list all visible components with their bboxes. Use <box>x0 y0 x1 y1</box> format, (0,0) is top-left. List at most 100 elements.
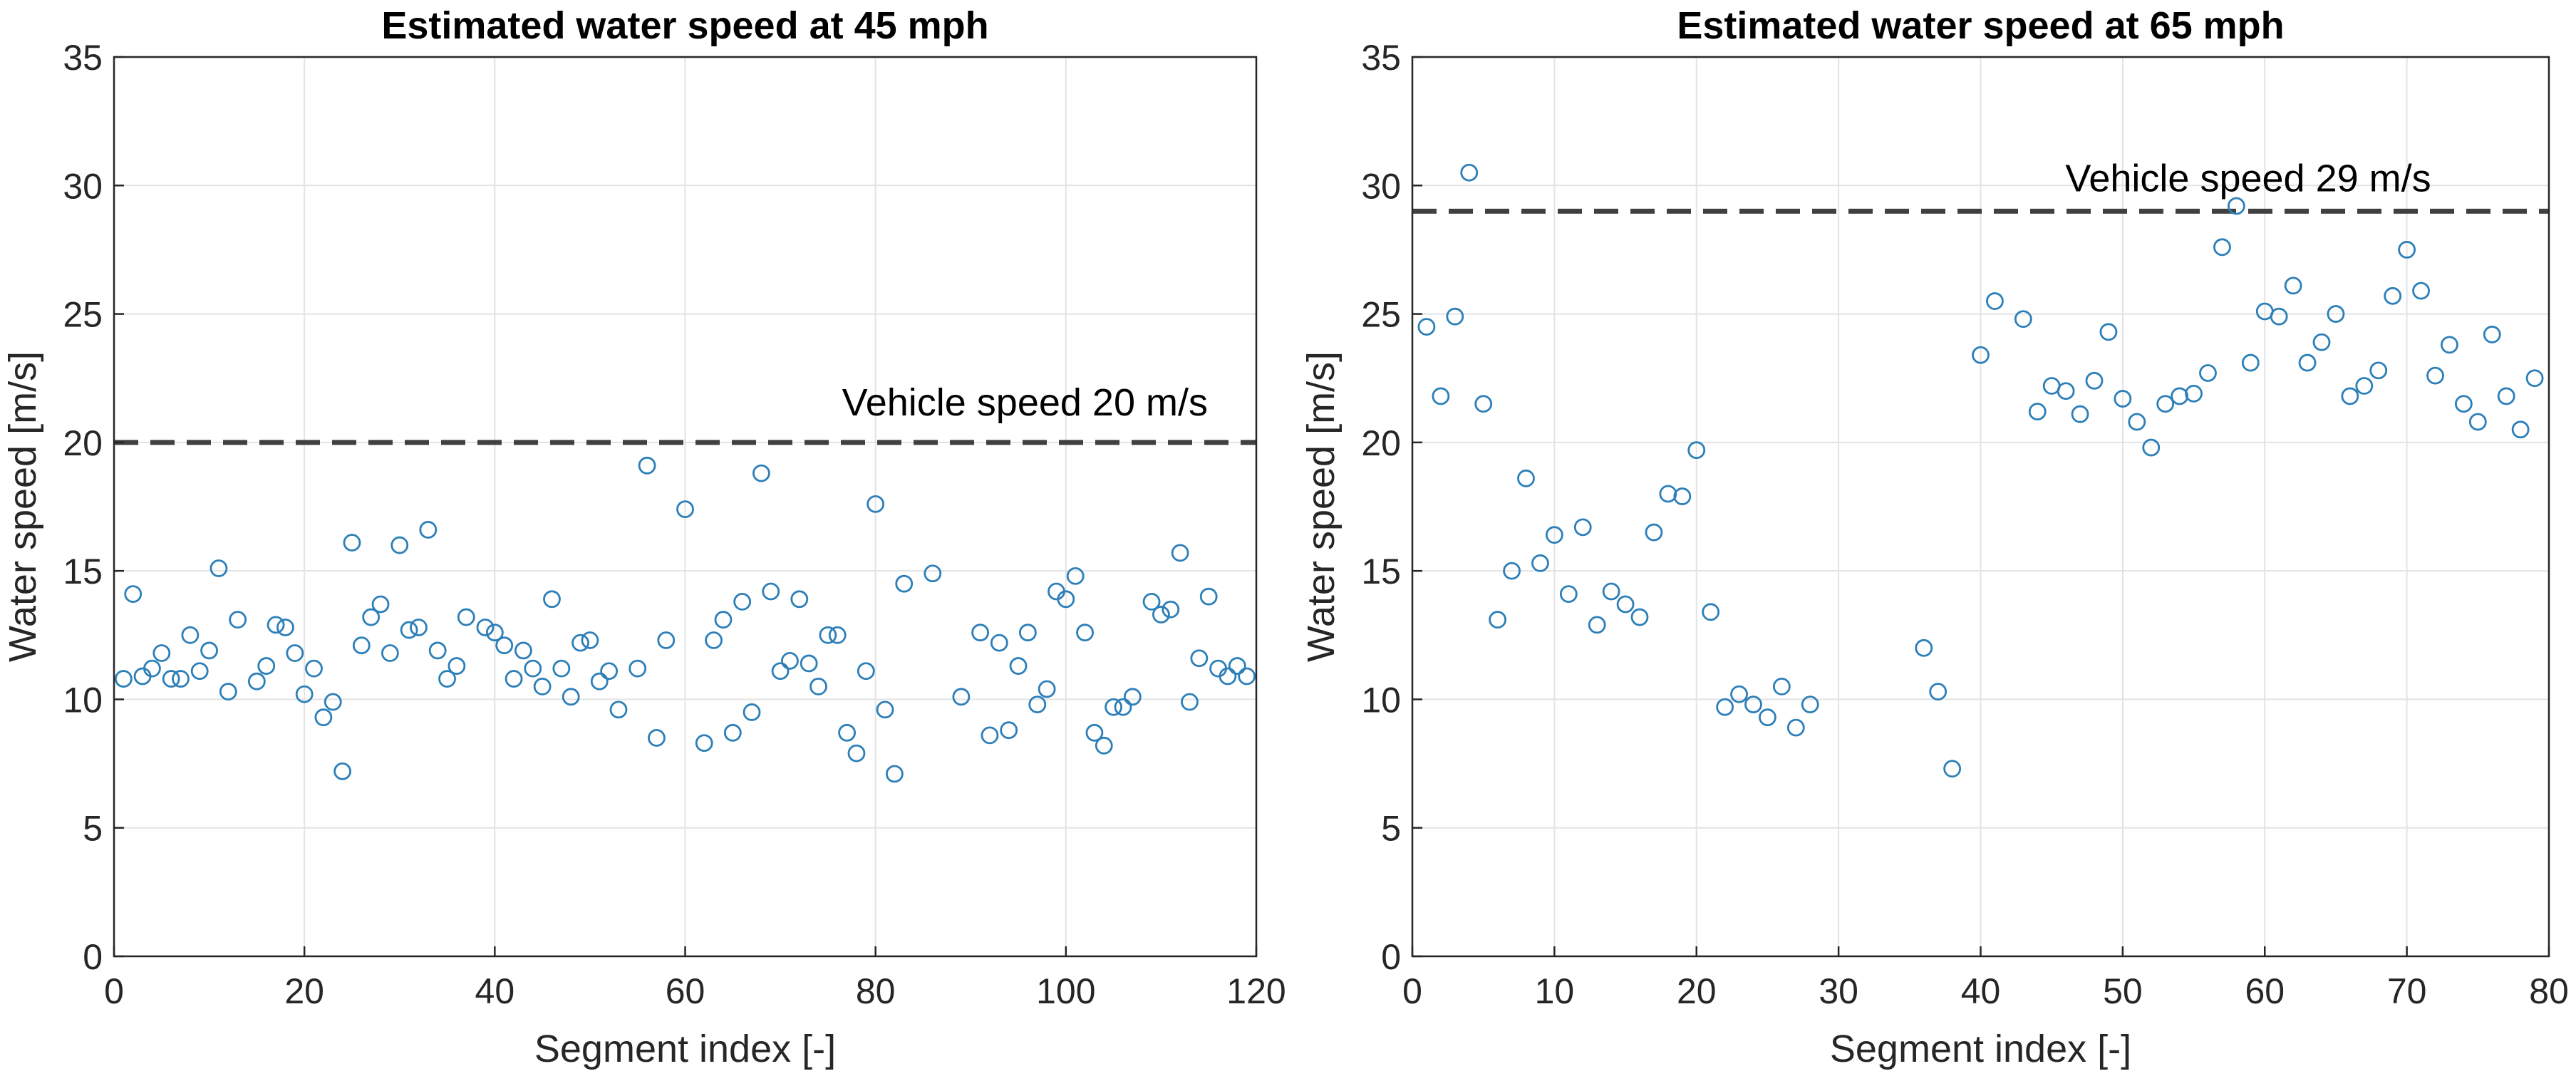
data-point <box>828 626 847 644</box>
data-point <box>2156 395 2175 413</box>
data-point <box>790 590 809 609</box>
chart-title: Estimated water speed at 65 mph <box>1677 4 2284 47</box>
data-point <box>257 657 276 675</box>
data-point <box>1702 603 1720 621</box>
x-tick-label: 120 <box>1226 971 1286 1011</box>
data-point <box>172 670 190 688</box>
data-point <box>419 521 438 539</box>
y-tick-label: 0 <box>83 937 103 977</box>
data-point <box>990 634 1008 652</box>
data-point <box>1085 723 1104 742</box>
data-point <box>190 662 209 681</box>
data-point <box>1659 485 1677 503</box>
data-point <box>295 685 314 703</box>
x-tick-label: 80 <box>856 971 896 1011</box>
data-point <box>581 631 599 649</box>
data-point <box>847 744 866 762</box>
data-point <box>314 708 333 727</box>
data-point <box>1503 562 1521 580</box>
data-point <box>1038 680 1056 698</box>
data-point <box>981 726 999 745</box>
data-point <box>2085 371 2104 390</box>
x-tick-label: 0 <box>104 971 124 1011</box>
data-point <box>1489 611 1507 629</box>
data-point <box>1152 606 1170 624</box>
data-point <box>2128 413 2146 431</box>
data-point <box>533 678 552 695</box>
data-point <box>286 644 304 662</box>
x-tick-label: 20 <box>1677 971 1717 1011</box>
data-point <box>476 619 495 636</box>
data-point <box>1573 518 1592 537</box>
data-point <box>1559 585 1578 603</box>
data-point <box>2511 420 2530 439</box>
chart-panel-65-mph: Vehicle speed 29 m/s 0 10 20 30 40 50 60 70 80 0 5… <box>1300 4 2569 1070</box>
data-point <box>210 559 228 577</box>
x-tick-label: 40 <box>475 971 515 1011</box>
y-tick-label: 25 <box>63 295 103 335</box>
data-point <box>1114 698 1132 716</box>
data-point <box>1057 590 1075 609</box>
data-point <box>638 456 656 475</box>
data-point <box>2369 361 2388 380</box>
data-point <box>895 574 914 593</box>
data-point <box>2071 405 2089 423</box>
data-point <box>2284 276 2302 295</box>
y-tick-label: 30 <box>63 166 103 206</box>
data-point <box>800 654 818 673</box>
data-point <box>162 670 180 688</box>
y-tick-label: 20 <box>1361 423 1401 463</box>
data-point <box>2384 286 2402 305</box>
data-point <box>1673 487 1692 505</box>
data-point <box>723 723 742 742</box>
data-point <box>114 670 133 688</box>
y-tick-label: 15 <box>63 552 103 591</box>
data-point <box>1228 657 1246 675</box>
data-point <box>657 631 676 649</box>
data-point <box>1716 698 1734 716</box>
data-point <box>2185 384 2203 403</box>
data-point <box>333 762 352 780</box>
data-point <box>885 765 904 783</box>
data-point <box>2213 238 2231 257</box>
x-tick-label: 20 <box>284 971 324 1011</box>
data-point <box>324 693 342 711</box>
data-point <box>2525 369 2544 388</box>
data-point <box>1786 718 1805 737</box>
data-point <box>1687 441 1706 460</box>
data-point <box>1238 667 1256 686</box>
data-point <box>200 641 218 660</box>
data-point <box>343 534 361 552</box>
data-point <box>305 659 323 678</box>
ticks: 0 10 20 30 40 50 60 70 80 0 5 10 15 20 25 30 35 <box>1361 38 2568 1011</box>
reference-line-group: Vehicle speed 29 m/s <box>1412 157 2549 214</box>
data-point <box>524 659 542 678</box>
data-point <box>1105 698 1123 716</box>
y-axis-label: Water speed [m/s] <box>1300 351 1343 662</box>
data-point <box>457 608 475 626</box>
data-point <box>2114 390 2132 408</box>
data-point <box>733 593 752 611</box>
data-point <box>781 651 799 670</box>
data-point <box>2241 353 2260 372</box>
data-point <box>390 536 409 554</box>
data-point <box>1417 318 1436 336</box>
data-point <box>1199 587 1218 606</box>
data-point <box>2028 403 2047 420</box>
data-point <box>1219 667 1237 686</box>
data-point <box>1000 721 1018 740</box>
data-point <box>1095 736 1113 755</box>
data-point <box>2426 366 2444 385</box>
data-point <box>1066 567 1085 585</box>
data-point <box>1759 708 1776 727</box>
data-point <box>2312 333 2331 351</box>
data-point <box>1123 688 1142 706</box>
data-point <box>648 729 666 747</box>
data-point <box>543 590 561 609</box>
data-point <box>2468 413 2487 431</box>
x-tick-label: 70 <box>2387 971 2427 1011</box>
data-point <box>2142 438 2161 457</box>
data-point <box>1019 624 1037 642</box>
data-point <box>809 678 827 695</box>
data-point <box>152 644 171 662</box>
